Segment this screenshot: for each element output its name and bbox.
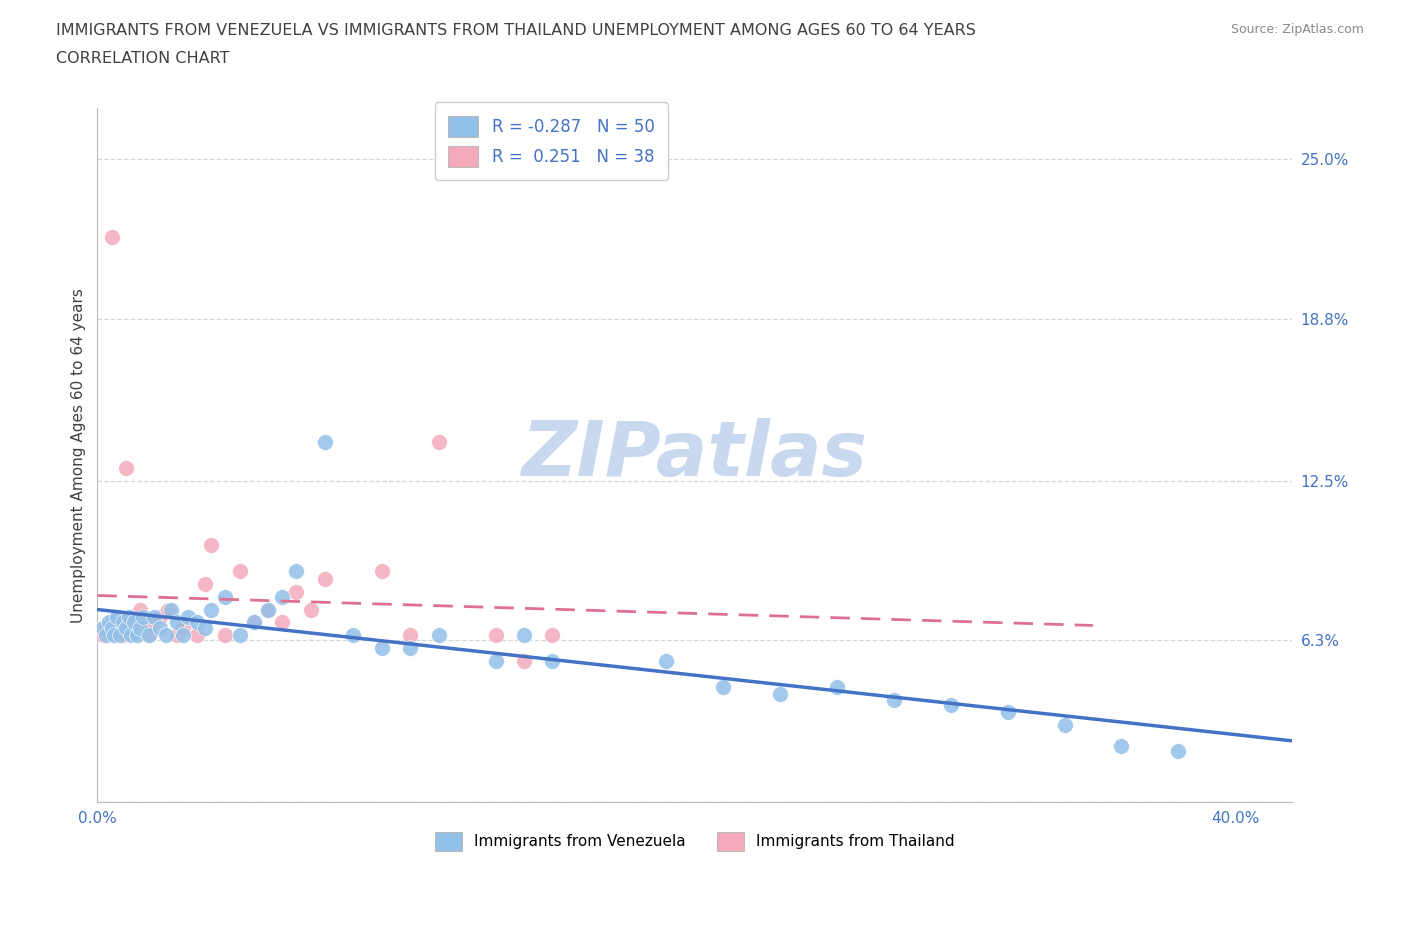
Point (111, 628, 134, 643)
Point (157, 602, 180, 617)
Point (114, 620, 136, 635)
Point (513, 628, 536, 643)
Point (186, 628, 208, 643)
Point (114, 460, 136, 475)
Point (371, 564, 394, 578)
Point (285, 564, 308, 578)
Point (100, 615, 122, 630)
Point (166, 615, 188, 630)
Point (243, 615, 266, 630)
Point (117, 610, 139, 625)
Point (939, 698, 962, 712)
Point (825, 679, 848, 694)
Point (214, 590, 236, 604)
Text: IMMIGRANTS FROM VENEZUELA VS IMMIGRANTS FROM THAILAND UNEMPLOYMENT AMONG AGES 60: IMMIGRANTS FROM VENEZUELA VS IMMIGRANTS … (56, 23, 976, 38)
Point (155, 628, 177, 643)
Point (285, 584, 308, 599)
Point (711, 679, 734, 694)
Point (243, 615, 266, 630)
Point (541, 628, 564, 643)
Point (484, 628, 506, 643)
Point (108, 615, 131, 630)
Point (166, 628, 188, 643)
Point (149, 620, 172, 635)
Point (132, 610, 155, 625)
Point (1167, 743, 1189, 758)
Point (94, 628, 117, 643)
Text: Source: ZipAtlas.com: Source: ZipAtlas.com (1230, 23, 1364, 36)
Point (97, 628, 120, 643)
Point (314, 435, 336, 450)
Text: ZIPatlas: ZIPatlas (522, 418, 868, 492)
Point (127, 610, 149, 625)
Point (200, 602, 222, 617)
Point (228, 628, 250, 643)
Point (143, 610, 166, 625)
Point (100, 620, 122, 635)
Point (655, 654, 678, 669)
Point (121, 628, 143, 643)
Point (160, 602, 183, 617)
Point (541, 654, 564, 669)
Point (91, 620, 114, 635)
Point (371, 641, 394, 656)
Point (108, 628, 131, 643)
Point (111, 615, 134, 630)
Point (103, 628, 125, 643)
Point (214, 628, 236, 643)
Point (271, 590, 294, 604)
Point (149, 610, 172, 625)
Point (91, 628, 114, 643)
Point (105, 610, 128, 625)
Point (257, 602, 280, 617)
Point (342, 628, 364, 643)
Point (177, 610, 200, 625)
Point (427, 435, 450, 450)
Y-axis label: Unemployment Among Ages 60 to 64 years: Unemployment Among Ages 60 to 64 years (72, 287, 86, 622)
Point (194, 577, 217, 591)
Point (484, 654, 506, 669)
Point (172, 620, 194, 635)
Point (1111, 738, 1133, 753)
Point (513, 654, 536, 669)
Point (228, 564, 250, 578)
Point (172, 628, 194, 643)
Point (138, 628, 160, 643)
Text: CORRELATION CHART: CORRELATION CHART (56, 51, 229, 66)
Point (271, 615, 294, 630)
Point (186, 615, 208, 630)
Point (314, 571, 336, 586)
Point (769, 687, 792, 702)
Point (132, 620, 155, 635)
Point (194, 620, 217, 635)
Point (105, 610, 128, 625)
Point (103, 628, 125, 643)
Point (94, 620, 117, 635)
Point (257, 602, 280, 617)
Point (997, 705, 1019, 720)
Point (1053, 718, 1076, 733)
Point (883, 692, 905, 707)
Point (427, 628, 450, 643)
Point (138, 628, 160, 643)
Point (100, 229, 122, 244)
Point (97, 615, 120, 630)
Point (129, 620, 152, 635)
Point (399, 641, 422, 656)
Point (399, 628, 422, 643)
Point (121, 615, 143, 630)
Point (124, 615, 146, 630)
Point (200, 538, 222, 552)
Legend: Immigrants from Venezuela, Immigrants from Thailand: Immigrants from Venezuela, Immigrants fr… (429, 826, 960, 857)
Point (129, 602, 152, 617)
Point (143, 615, 166, 630)
Point (114, 620, 136, 635)
Point (127, 628, 149, 643)
Point (299, 602, 322, 617)
